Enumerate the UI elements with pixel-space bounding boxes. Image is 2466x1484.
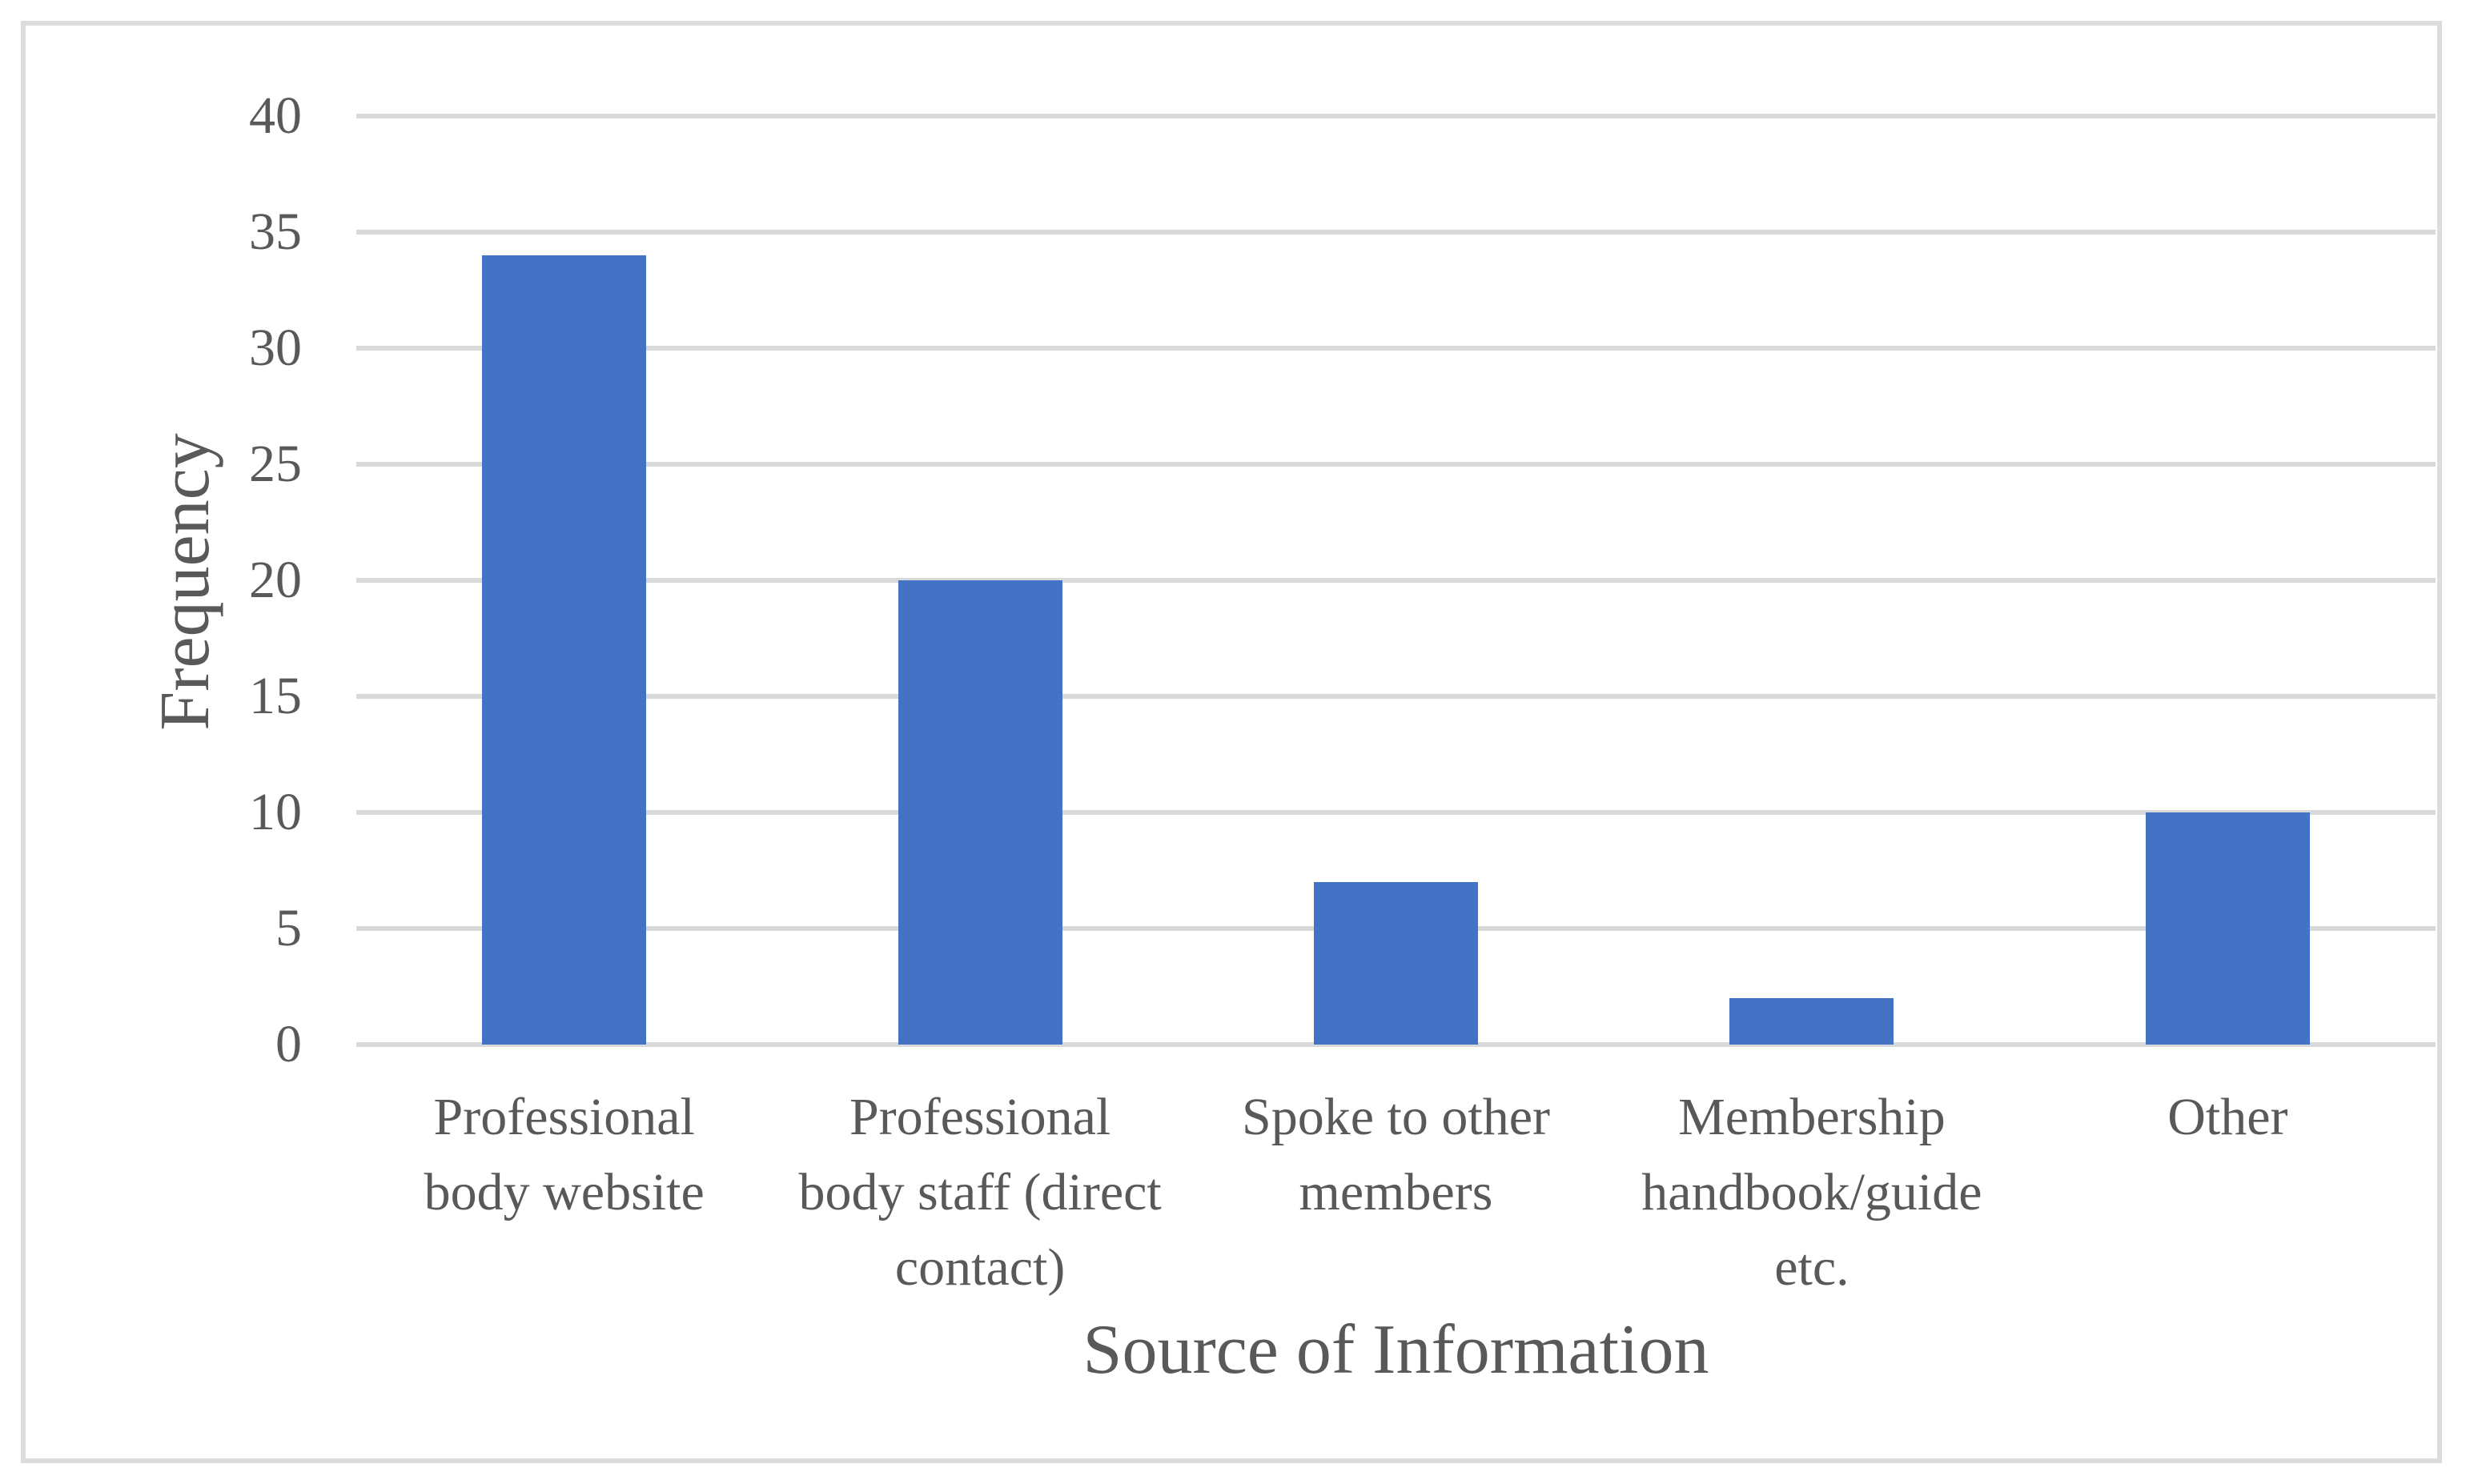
plot-area — [356, 114, 2436, 1047]
y-tick-label-35: 35 — [249, 203, 302, 261]
gridline-y-0 — [356, 1042, 2436, 1047]
y-axis-tick-labels: 0 5 10 15 20 25 30 35 40 — [130, 86, 302, 1073]
x-category-label-1: Professional body website — [424, 1088, 705, 1221]
y-tick-label-0: 0 — [275, 1015, 302, 1073]
y-tick-label-15: 15 — [249, 667, 302, 725]
x-category-label-3: Spoke to other members — [1242, 1088, 1550, 1221]
y-tick-label-20: 20 — [249, 551, 302, 609]
gridline-y-35 — [356, 230, 2436, 235]
chart-border-frame: 0 5 10 15 20 25 30 35 40 Professional body websi… — [21, 21, 2442, 1463]
gridline-y-30 — [356, 346, 2436, 351]
x-category-label-4: Membership handbook/guide etc. — [1641, 1088, 1982, 1297]
x-axis-category-labels: Professional body website Professional bo… — [356, 1080, 2436, 1306]
gridline-y-10 — [356, 810, 2436, 815]
gridline-y-20 — [356, 578, 2436, 583]
y-tick-label-40: 40 — [249, 86, 302, 145]
gridline-y-15 — [356, 694, 2436, 699]
bar-3 — [1314, 882, 1478, 1045]
x-category-label-2: Professional body staff (direct contact) — [798, 1088, 1162, 1297]
y-axis-title: Frequency — [147, 433, 224, 731]
x-category-label-5: Other — [2167, 1088, 2288, 1146]
y-tick-label-10: 10 — [249, 783, 302, 841]
bar-5 — [2145, 812, 2310, 1045]
gridline-y-25 — [356, 462, 2436, 467]
gridline-y-40 — [356, 114, 2436, 118]
y-tick-label-25: 25 — [249, 435, 302, 493]
bar-4 — [1729, 998, 1894, 1045]
y-tick-label-5: 5 — [275, 899, 302, 957]
y-tick-label-30: 30 — [249, 319, 302, 377]
bar-2 — [898, 580, 1062, 1045]
bar-1 — [482, 255, 647, 1045]
x-axis-title: Source of Information — [1082, 1311, 1709, 1389]
